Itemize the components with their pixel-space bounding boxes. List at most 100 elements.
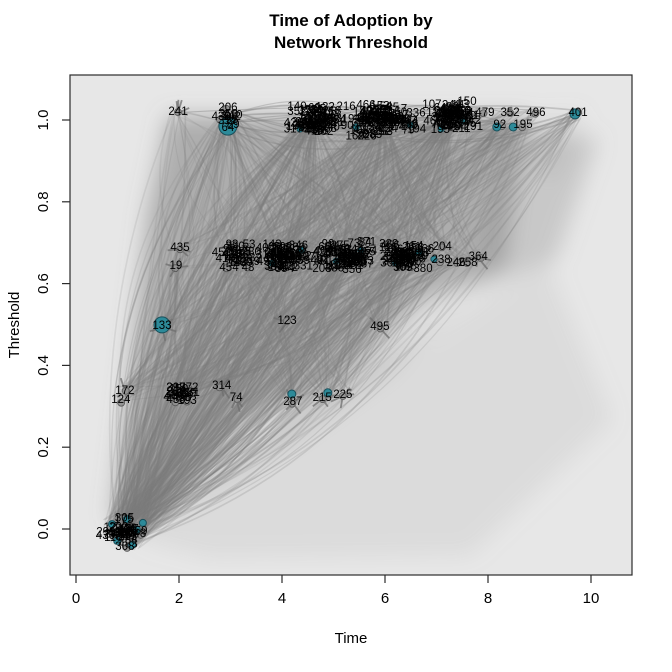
overlapped-node-label: 145 [457,118,476,130]
edge [128,254,342,517]
overlapped-node-label: 351 [344,260,363,272]
edge [232,114,314,401]
edge [112,125,387,400]
edge [180,258,342,399]
overlapped-node-label: 115 [426,107,444,119]
edge [130,269,174,536]
edge [377,120,460,323]
overlapped-node-label: 150 [457,96,476,108]
edge [181,117,452,393]
node-label: 93 [226,239,239,251]
edge [175,120,407,248]
overlapped-node-label: 453 [320,114,339,126]
overlapped-node-label: 179 [393,254,412,266]
edge [134,261,411,528]
edge [400,116,452,255]
edge [282,116,446,393]
edge [131,121,500,533]
adopted-vertex [406,121,414,129]
overlapped-node-label: 354 [443,105,463,117]
edge [125,111,487,520]
edge [123,115,306,530]
edge [352,116,380,254]
edge [186,253,438,384]
arrowhead-mark [464,257,476,263]
overlapped-node-label: 22 [279,253,292,265]
edge [335,121,385,264]
edge [310,117,576,144]
node-label: 48 [242,262,255,274]
edge [123,270,253,532]
edge [229,104,392,117]
overlapped-node-label: 460 [170,388,189,400]
edge [385,122,402,246]
edge [174,120,227,399]
overlapped-node-label: 482 [316,117,335,129]
edge [311,117,378,129]
overlapped-node-label: 475 [334,252,353,264]
node-label: 225 [333,389,352,401]
edge [231,114,469,263]
node-label: 12 [104,522,117,534]
edge [117,252,406,402]
edge [125,117,454,529]
edge [115,119,380,539]
edge [124,259,273,531]
y-axis-label: Threshold [6,291,23,359]
edge [124,243,250,387]
overlapped-node-label: 317 [284,124,303,136]
edge [224,126,303,253]
edge [160,116,386,327]
edge [388,105,513,126]
edge [173,109,239,256]
overlapped-node-label: 299 [96,527,115,539]
edge [236,119,457,247]
edge [217,264,335,384]
overlapped-node-label: 52 [324,242,337,254]
edge [134,118,318,533]
edge [290,115,452,404]
arrowhead-mark [479,259,489,270]
edge [159,126,237,327]
overlapped-node-label: 89 [360,105,373,117]
edge [340,123,517,257]
edge [122,117,311,539]
edge-density-wash [112,112,612,558]
overlapped-node-label: 200 [402,257,421,269]
edge [121,266,178,532]
wash-region [112,116,525,532]
edge [118,254,346,404]
overlapped-node-label: 462 [310,120,329,132]
edge [292,251,341,393]
edge [187,260,339,404]
edge [140,253,280,523]
edge [136,121,519,537]
overlapped-node-label: 486 [325,263,344,275]
overlapped-node-label: 412 [314,119,333,131]
edge [144,260,337,527]
edge [110,123,243,523]
arrowhead-mark [182,249,191,253]
edge [144,117,320,523]
edge [134,248,442,531]
overlapped-node-label: 78 [382,111,395,123]
overlapped-node-label: 351 [460,110,479,122]
overlapped-node-label: 181 [324,260,343,272]
edge [119,113,579,532]
edge [119,114,452,521]
overlapped-node-label: 167 [397,258,416,270]
overlapped-node-label: 478 [371,105,390,117]
edge [334,129,359,251]
edge [317,118,456,136]
edge [116,110,572,550]
arrowhead-mark [312,392,320,399]
edge [140,120,226,523]
edge [140,119,386,530]
edge [279,118,312,258]
overlapped-node-label: 206 [286,242,305,254]
edge [224,114,383,125]
edge [291,128,496,394]
overlapped-node-label: 498 [369,107,388,119]
overlapped-node-label: 317 [339,256,358,268]
edge [181,120,317,249]
